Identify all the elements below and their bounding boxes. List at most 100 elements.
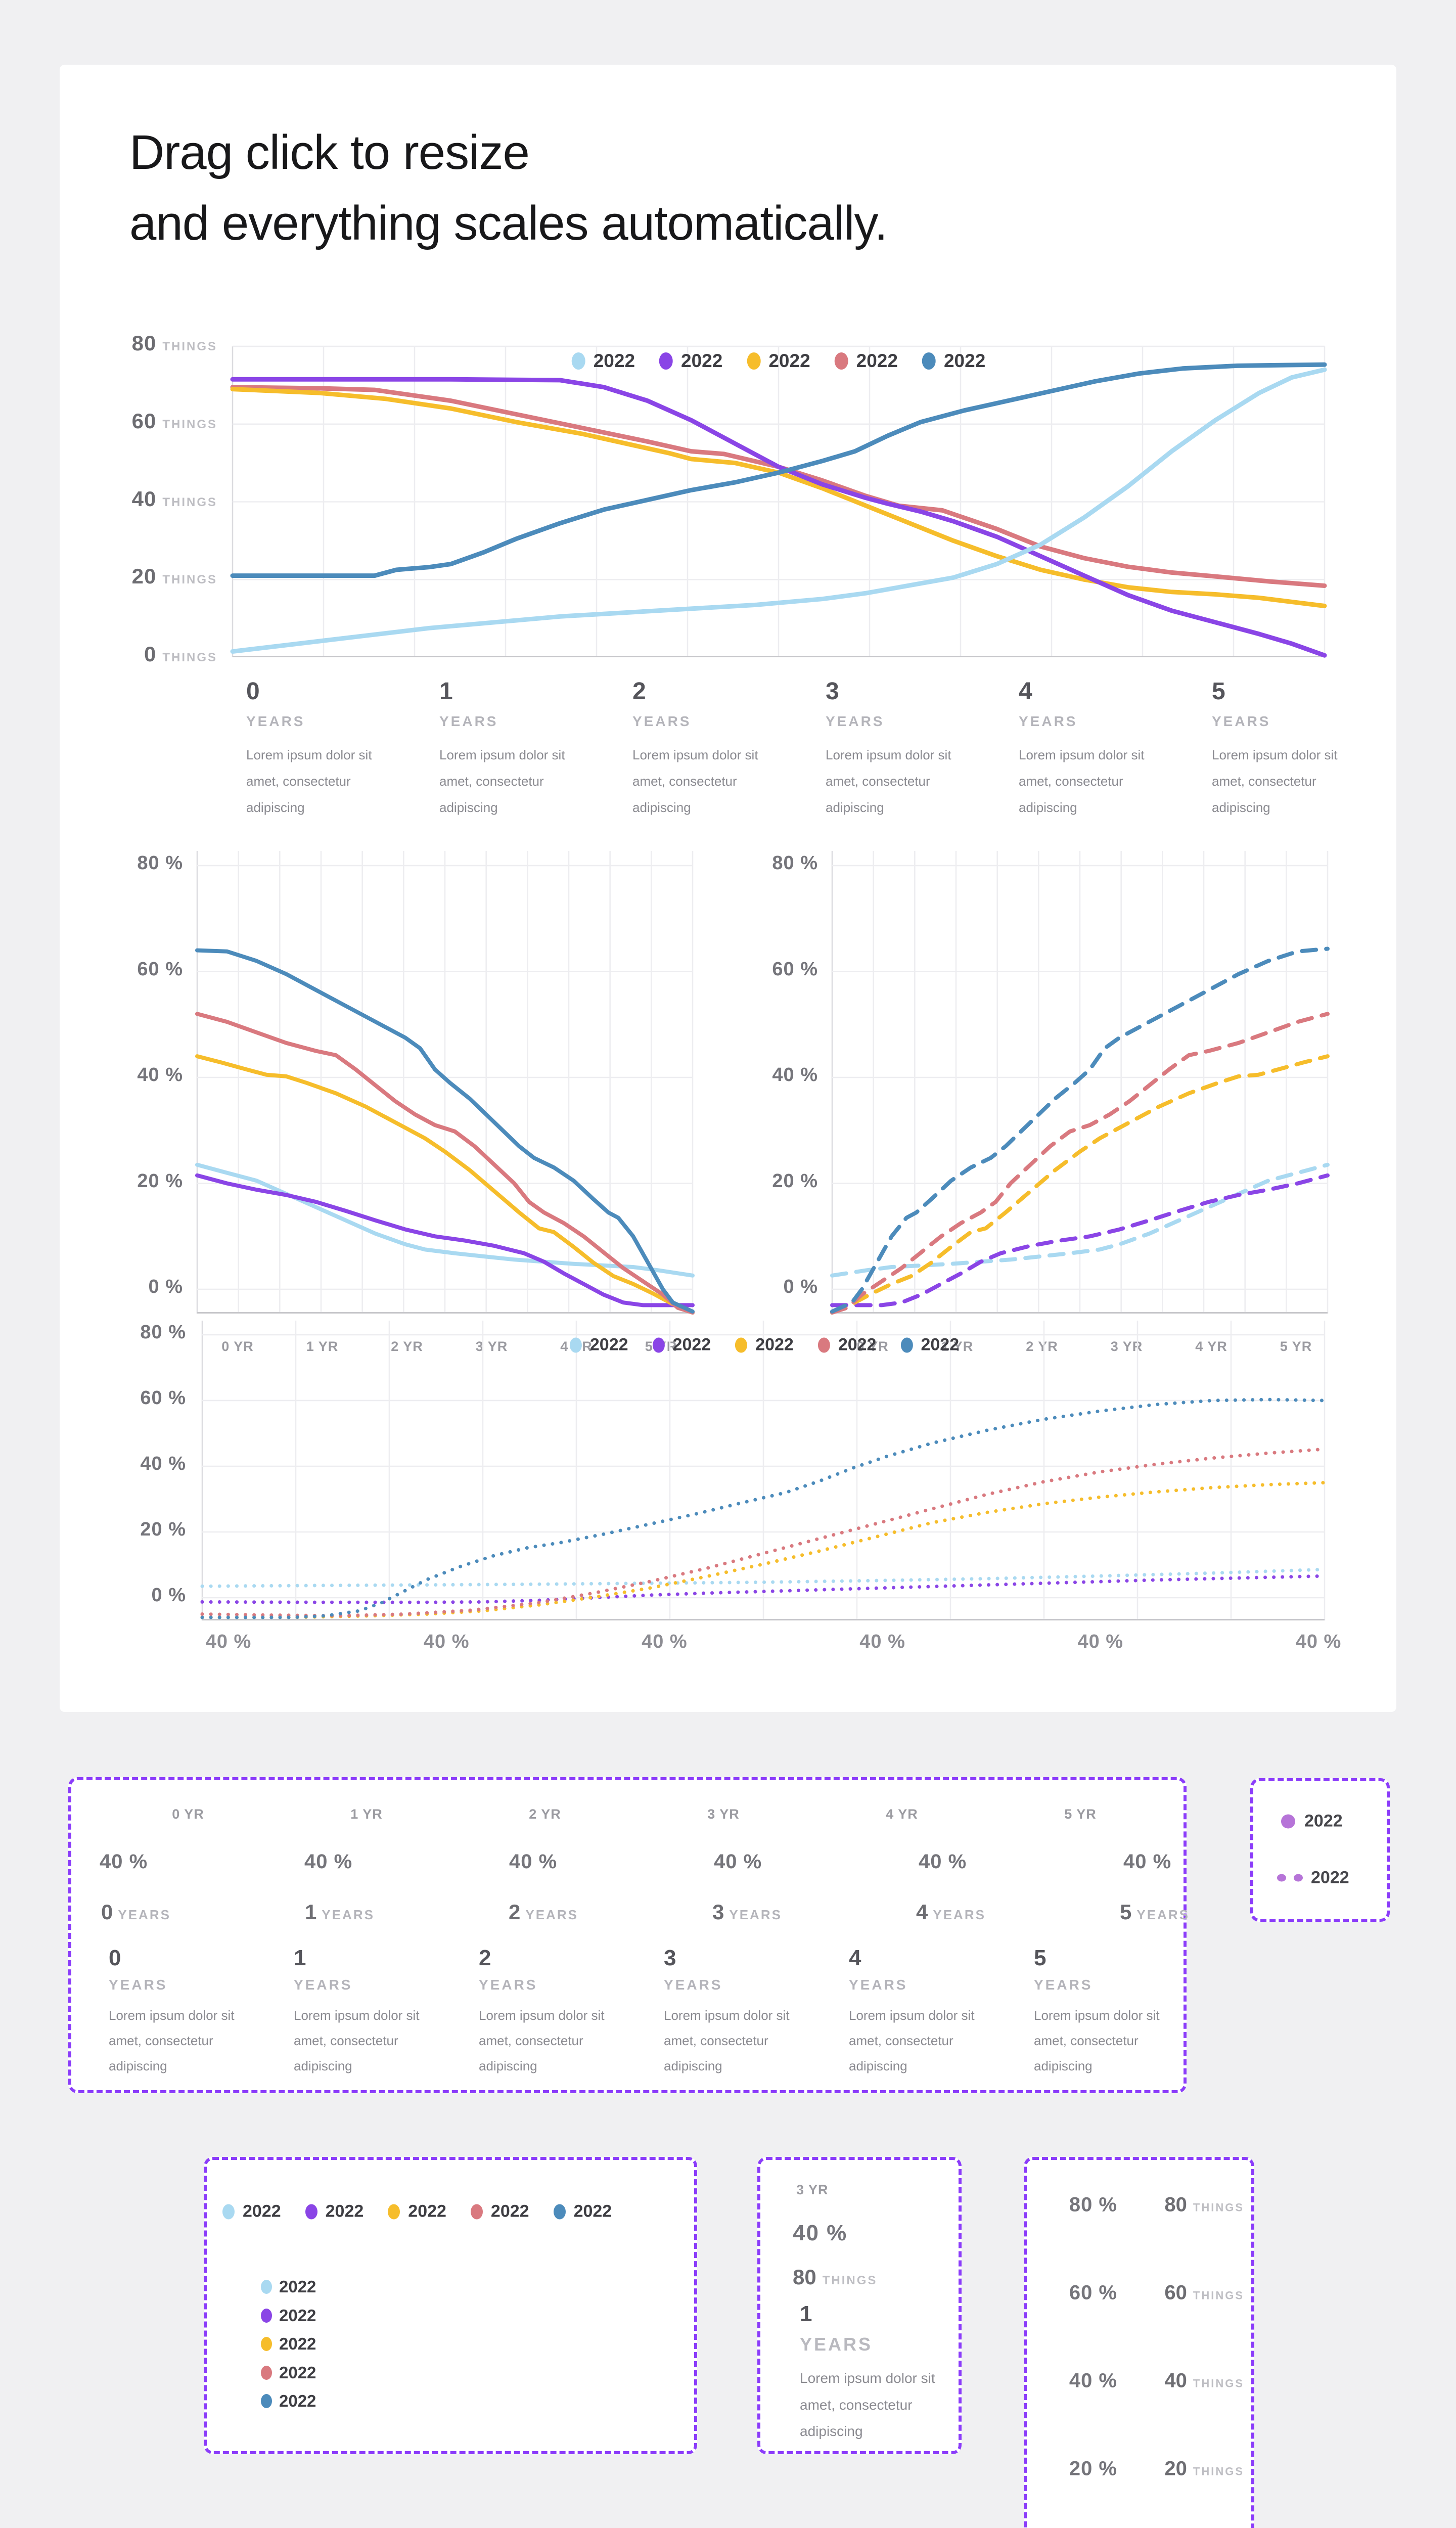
year-number: 4: [916, 1900, 928, 1924]
legend-item[interactable]: 2022: [470, 2202, 529, 2222]
chart-things-by-years[interactable]: [230, 345, 1327, 658]
group-number: 0: [246, 678, 260, 705]
series-line-blue: [230, 362, 1327, 578]
series-line-red: [195, 1012, 695, 1315]
group-unit: YEARS: [109, 1977, 168, 1993]
legend-dot-icon: [747, 352, 761, 370]
y-tick-unit: THINGS: [162, 573, 217, 587]
x-tick-label: 2 YR: [529, 1807, 561, 1822]
legend-item[interactable]: 2022: [659, 350, 722, 372]
y-axis-label: 0 %: [148, 1276, 183, 1297]
group-number: 4: [1019, 678, 1032, 705]
legend-item[interactable]: 2022: [922, 350, 985, 372]
sample-axis-group: 1 YEARS Lorem ipsum dolor sit amet, cons…: [800, 2301, 961, 2445]
group-description: Lorem ipsum dolor sit amet, consectetur …: [1034, 2008, 1160, 2073]
legend-item[interactable]: 2022: [261, 2277, 316, 2296]
chart-showcase-card: [60, 65, 1396, 1712]
chart-percent-rising-dotted[interactable]: [200, 1321, 1327, 1620]
legend-item[interactable]: 2022: [569, 1335, 628, 1355]
series-line-red: [230, 385, 1327, 588]
legend-item[interactable]: 2022: [571, 350, 635, 372]
dash-dot-icon: [1277, 1874, 1286, 1882]
legend-dot-icon: [652, 1337, 665, 1352]
axis-group: 3 YEARS Lorem ipsum dolor sit amet, consec…: [664, 1946, 811, 2079]
y-tick-number: 80: [131, 331, 157, 355]
year-label-sample: 0 YEARS: [101, 1900, 171, 1924]
legend-item[interactable]: 2022: [747, 350, 810, 372]
year-number: 5: [1120, 1900, 1132, 1924]
sample-things-number: 80: [793, 2265, 816, 2289]
legend-item[interactable]: 2022: [900, 1335, 959, 1355]
group-unit: YEARS: [1212, 713, 1271, 729]
series-line-red: [830, 1012, 1330, 1315]
page-title-line2: and everything scales automatically.: [129, 196, 888, 251]
solid-dot-icon: [1281, 1814, 1295, 1828]
things-value: 60 THINGS: [1135, 2282, 1244, 2305]
group-number: 1: [294, 1946, 306, 1970]
x-tick-label: 4 YR: [1195, 1339, 1227, 1354]
legend-label: 2022: [279, 2391, 316, 2410]
legend-item[interactable]: 2022: [652, 1335, 711, 1355]
legend-entry-solid[interactable]: 2022: [1281, 1812, 1343, 1831]
group-description: Lorem ipsum dolor sit amet, consectetur …: [1212, 747, 1338, 815]
sample-things-label: 80 THINGS: [793, 2265, 877, 2289]
page-title: Drag click to resize and everything scale…: [129, 117, 888, 259]
legend-item[interactable]: 2022: [222, 2202, 281, 2222]
y-axis-label: 20 %: [772, 1170, 818, 1192]
chart-legend: 2022 2022 2022 2022 2022: [569, 1335, 959, 1355]
legend-dot-icon: [922, 352, 936, 370]
legend-item[interactable]: 2022: [261, 2363, 316, 2382]
legend-item[interactable]: 2022: [261, 2334, 316, 2354]
legend-item[interactable]: 2022: [388, 2202, 446, 2222]
legend-label: 2022: [943, 350, 986, 371]
year-number: 1: [305, 1900, 317, 1924]
legend-dot-icon: [261, 2365, 272, 2380]
axis-sample-box: [757, 2157, 962, 2454]
x-tick-label: 4 YR: [886, 1807, 918, 1822]
legend-label: 2022: [589, 1335, 628, 1355]
x-tick-label: 1 YR: [306, 1339, 339, 1354]
x-tick-label: 2 YR: [391, 1339, 423, 1354]
legend-label: 2022: [279, 2363, 316, 2382]
axis-group: 5 YEARS Lorem ipsum dolor sit amet, consec…: [1212, 678, 1359, 821]
legend-item[interactable]: 2022: [817, 1335, 876, 1355]
legend-label: 2022: [768, 350, 810, 371]
group-description: Lorem ipsum dolor sit amet, consectetur …: [479, 2008, 605, 2073]
axis-group: 4 YEARS Lorem ipsum dolor sit amet, consec…: [849, 1946, 996, 2079]
legend-label: 2022: [279, 2306, 316, 2325]
group-description: Lorem ipsum dolor sit amet, consectetur …: [294, 2008, 420, 2073]
legend-item[interactable]: 2022: [261, 2306, 316, 2325]
group-unit: YEARS: [479, 1977, 538, 1993]
chart-percent-rising-dashed[interactable]: [830, 851, 1330, 1315]
legend-item[interactable]: 2022: [735, 1335, 794, 1355]
y-tick-number: 20: [131, 564, 157, 589]
percent-label-sample: 40 %: [714, 1850, 762, 1873]
axis-group: 4 YEARS Lorem ipsum dolor sit amet, consec…: [1019, 678, 1166, 821]
x-tick-label: 3 YR: [475, 1339, 508, 1354]
legend-entry-dashed[interactable]: 2022: [1277, 1868, 1349, 1888]
x-tick-label: 0 YR: [221, 1339, 254, 1354]
group-unit: YEARS: [632, 713, 692, 729]
group-unit: YEARS: [246, 713, 305, 729]
legend-item[interactable]: 2022: [553, 2202, 612, 2222]
group-description: Lorem ipsum dolor sit amet, consectetur …: [664, 2008, 790, 2073]
chart-percent-declining-solid[interactable]: [195, 851, 695, 1315]
x-tick-label: 40 %: [1295, 1631, 1342, 1652]
y-tick-number: 0: [144, 642, 157, 666]
year-unit: YEARS: [525, 1907, 578, 1922]
chart-legend: 2022 2022 2022 2022 2022: [571, 350, 985, 372]
year-number: 0: [101, 1900, 113, 1924]
legend-item[interactable]: 2022: [261, 2391, 316, 2411]
series-line-purple: [830, 1173, 1330, 1307]
axis-group: 1 YEARS Lorem ipsum dolor sit amet, consec…: [439, 678, 587, 821]
things-value: 20 THINGS: [1135, 2458, 1244, 2480]
percent-value: 40 %: [1069, 2369, 1117, 2392]
legend-dot-icon: [571, 352, 585, 370]
year-unit: YEARS: [1136, 1907, 1190, 1922]
group-number: 5: [1212, 678, 1225, 705]
legend-item[interactable]: 2022: [834, 350, 898, 372]
legend-label: 2022: [681, 350, 723, 371]
series-line-red: [200, 1447, 1327, 1618]
legend-item[interactable]: 2022: [305, 2202, 363, 2222]
